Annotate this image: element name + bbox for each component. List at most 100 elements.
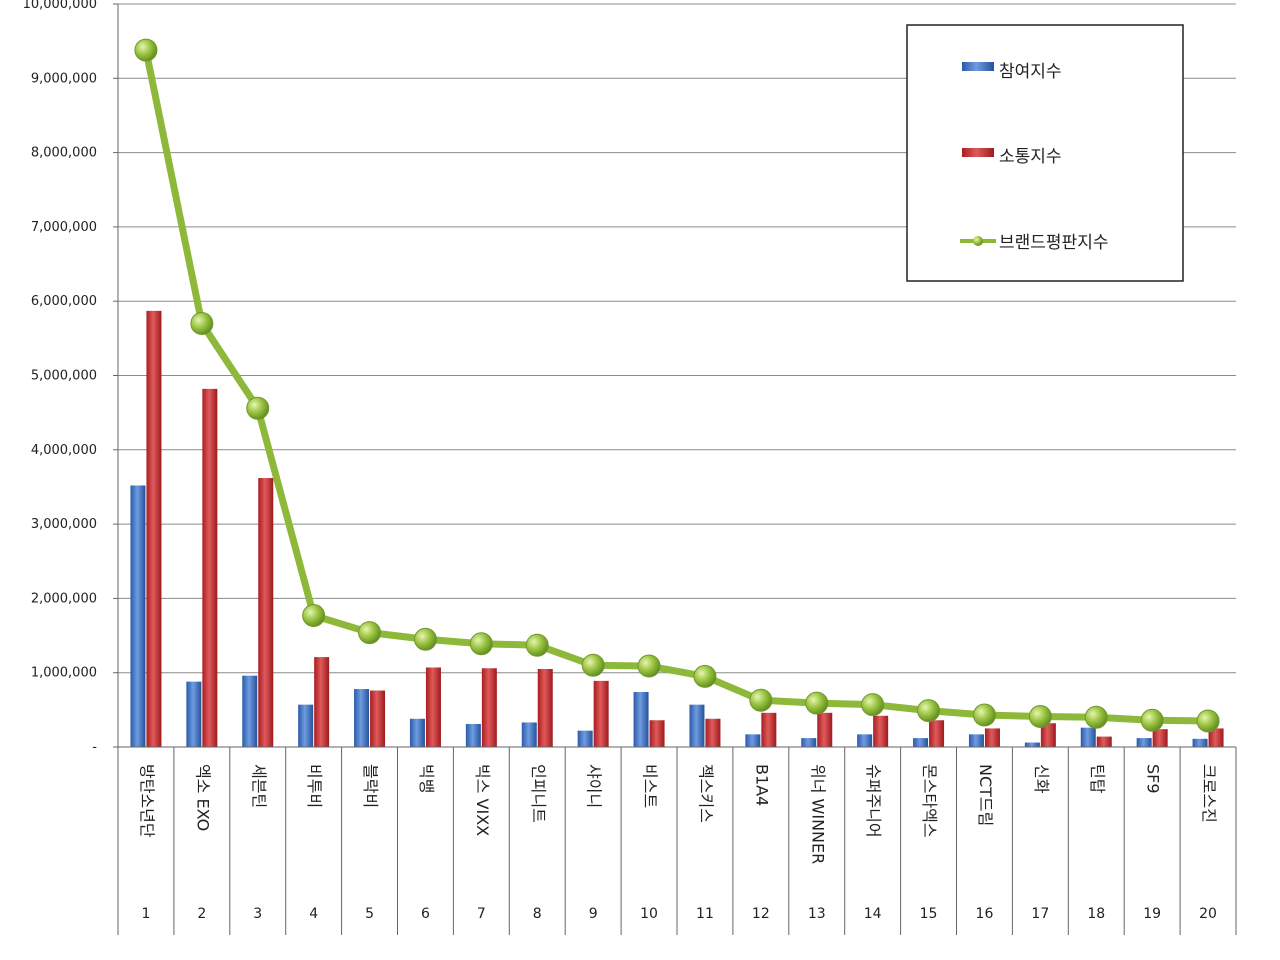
- brand-point: [805, 691, 829, 715]
- bar-participation: [633, 692, 649, 747]
- bar-participation: [1024, 742, 1040, 747]
- bar-communication: [1040, 723, 1056, 747]
- category-label: 신화: [1032, 764, 1051, 794]
- bar-communication: [873, 715, 889, 747]
- brand-point: [1140, 708, 1164, 732]
- legend: 참여지수 소통지수 브랜드평판지수: [906, 24, 1184, 282]
- rank-label: 14: [864, 906, 882, 922]
- bar-communication: [649, 720, 665, 747]
- legend-label-brand: 브랜드평판지수: [999, 233, 1108, 253]
- bar-participation: [577, 730, 593, 747]
- rank-label: 17: [1031, 906, 1049, 922]
- bar-communication: [593, 680, 609, 747]
- brand-point: [693, 664, 717, 688]
- rank-label: 12: [752, 906, 770, 922]
- y-tick-label: 1,000,000: [31, 666, 97, 681]
- bar-communication: [425, 667, 441, 747]
- bar-participation: [857, 734, 873, 747]
- y-tick-label: 4,000,000: [31, 443, 97, 458]
- rank-label: 15: [920, 906, 938, 922]
- brand-point: [134, 38, 158, 62]
- category-label: 비투비: [305, 764, 324, 808]
- bars: [130, 310, 1224, 747]
- y-tick-label: 7,000,000: [31, 220, 97, 235]
- category-label: 빅뱅: [417, 764, 436, 793]
- brand-point: [358, 621, 382, 645]
- bar-participation: [521, 722, 537, 747]
- bar-communication: [761, 712, 777, 747]
- rank-label: 2: [197, 906, 206, 922]
- bar-participation: [186, 681, 202, 747]
- bar-participation: [242, 675, 258, 747]
- bar-participation: [298, 704, 314, 747]
- bar-communication: [202, 388, 218, 747]
- brand-point: [749, 688, 773, 712]
- y-tick-label: 8,000,000: [31, 146, 97, 161]
- brand-point: [917, 699, 941, 723]
- legend-swatch-communication: [962, 148, 994, 157]
- brand-line-series: [134, 38, 1220, 733]
- y-axis-ticks: - 1,000,000 2,000,000 3,000,000 4,000,000 5,0…: [23, 0, 118, 755]
- bar-participation: [465, 723, 481, 747]
- rank-label: 4: [309, 906, 318, 922]
- rank-label: 8: [533, 906, 542, 922]
- brand-point: [1028, 705, 1052, 729]
- bar-communication: [481, 668, 497, 747]
- bar-communication: [984, 728, 1000, 747]
- category-label: 인피니트: [529, 764, 548, 823]
- category-label: B1A4: [752, 764, 771, 806]
- rank-label: 13: [808, 906, 826, 922]
- category-label: 젝스키스: [696, 764, 715, 823]
- bar-communication: [1152, 729, 1168, 747]
- rank-label: 10: [640, 906, 658, 922]
- category-label: 블락비: [361, 764, 380, 808]
- y-tick-label: 5,000,000: [31, 369, 97, 384]
- brand-point: [302, 603, 326, 627]
- brand-point: [972, 703, 996, 727]
- legend-label-communication: 소통지수: [999, 147, 1062, 167]
- rank-label: 19: [1143, 906, 1161, 922]
- legend-swatch-brand-marker: [973, 236, 983, 246]
- bar-communication: [1208, 728, 1224, 747]
- brand-point: [581, 653, 605, 677]
- axes: [117, 4, 1236, 935]
- brand-point: [246, 396, 270, 420]
- y-tick-label: 10,000,000: [23, 0, 97, 12]
- category-label: 방탄소년단: [137, 764, 156, 838]
- category-label: 세븐틴: [249, 764, 268, 808]
- y-tick-label: 9,000,000: [31, 71, 97, 86]
- brand-point: [190, 311, 214, 335]
- bar-communication: [929, 720, 945, 747]
- legend-label-participation: 참여지수: [999, 62, 1062, 82]
- legend-box: [906, 24, 1184, 282]
- y-tick-label: -: [92, 740, 97, 755]
- bar-communication: [146, 310, 162, 747]
- brand-point: [861, 693, 885, 717]
- rank-label: 1: [141, 906, 150, 922]
- bar-participation: [1136, 738, 1152, 747]
- brand-point: [469, 632, 493, 656]
- rank-label: 16: [976, 906, 994, 922]
- brand-point: [1196, 709, 1220, 733]
- gridlines: [118, 3, 1236, 674]
- brand-point: [413, 627, 437, 651]
- y-tick-label: 2,000,000: [31, 591, 97, 606]
- bar-communication: [258, 478, 274, 747]
- bar-participation: [745, 734, 761, 747]
- bar-communication: [314, 657, 330, 747]
- bar-participation: [354, 689, 370, 747]
- rank-label: 20: [1199, 906, 1217, 922]
- bar-communication: [817, 712, 833, 747]
- bar-communication: [705, 718, 721, 747]
- bar-communication: [370, 690, 386, 747]
- bar-participation: [1080, 727, 1096, 747]
- bar-communication: [1096, 736, 1112, 747]
- category-label: 비스트: [641, 764, 660, 808]
- category-label: SF9: [1144, 764, 1163, 794]
- legend-swatch-participation: [962, 62, 994, 71]
- y-tick-label: 6,000,000: [31, 294, 97, 309]
- bar-participation: [913, 738, 929, 747]
- category-label: 틴탑: [1088, 764, 1107, 794]
- rank-label: 3: [253, 906, 262, 922]
